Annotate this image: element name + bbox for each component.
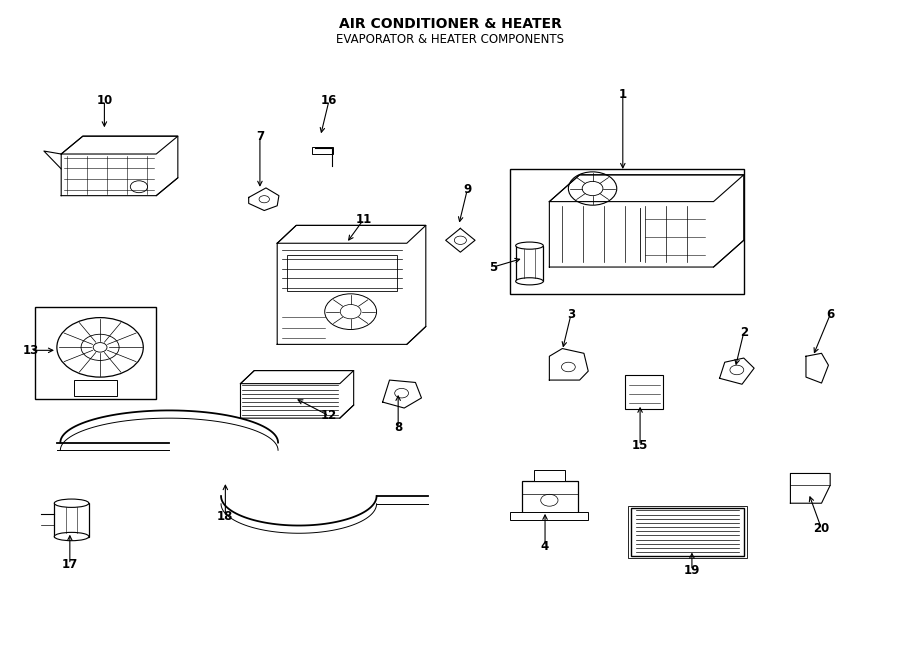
Circle shape [325, 293, 376, 329]
Text: 2: 2 [740, 326, 748, 339]
Text: 17: 17 [62, 558, 78, 571]
Text: 3: 3 [567, 308, 575, 321]
Circle shape [395, 389, 409, 398]
Circle shape [730, 365, 743, 375]
Text: 13: 13 [22, 344, 39, 357]
Text: 16: 16 [321, 94, 338, 107]
Bar [628, 506, 747, 558]
Ellipse shape [54, 499, 89, 508]
Text: 4: 4 [541, 540, 549, 553]
Circle shape [454, 236, 466, 245]
Text: 18: 18 [217, 510, 233, 524]
Ellipse shape [516, 278, 544, 285]
Text: 20: 20 [814, 522, 830, 535]
Circle shape [569, 172, 616, 205]
Circle shape [130, 180, 148, 193]
Bar [516, 246, 544, 282]
Text: 8: 8 [394, 421, 402, 434]
Text: EVAPORATOR & HEATER COMPONENTS: EVAPORATOR & HEATER COMPONENTS [336, 33, 564, 46]
Ellipse shape [54, 532, 89, 541]
Circle shape [94, 342, 107, 352]
Bar [287, 255, 397, 291]
Text: 11: 11 [356, 213, 372, 226]
Bar [35, 307, 157, 399]
Text: 12: 12 [321, 409, 338, 422]
Circle shape [340, 305, 361, 319]
Text: 7: 7 [256, 130, 264, 143]
Text: 1: 1 [618, 88, 627, 101]
Bar [74, 380, 117, 397]
Text: 19: 19 [684, 564, 700, 577]
Circle shape [57, 318, 143, 377]
Circle shape [582, 181, 603, 196]
Circle shape [541, 494, 558, 506]
Ellipse shape [516, 242, 544, 249]
Text: 6: 6 [826, 308, 834, 321]
Bar [522, 481, 578, 514]
Bar [632, 508, 743, 555]
Bar [510, 512, 589, 520]
Bar [626, 375, 663, 408]
Bar [311, 147, 333, 154]
Circle shape [259, 196, 269, 203]
Bar [534, 470, 565, 481]
Text: 15: 15 [632, 439, 648, 452]
Text: 9: 9 [464, 183, 472, 196]
Text: AIR CONDITIONER & HEATER: AIR CONDITIONER & HEATER [338, 17, 562, 30]
Bar [54, 503, 89, 537]
Circle shape [562, 362, 575, 371]
Bar [510, 169, 743, 293]
Text: 5: 5 [489, 260, 498, 274]
Text: 10: 10 [96, 94, 112, 107]
